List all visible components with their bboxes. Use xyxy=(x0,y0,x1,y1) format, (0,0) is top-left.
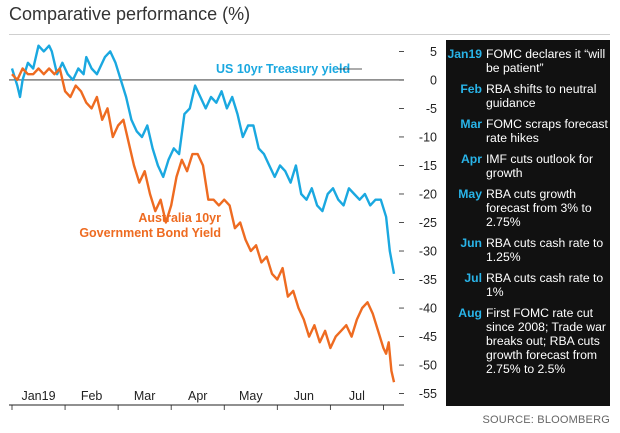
event-text: First FOMC rate cut since 2008; Trade wa… xyxy=(486,306,606,376)
x-tick-label: Mar xyxy=(134,389,156,403)
y-tick-label: -25 xyxy=(419,216,437,230)
title-divider xyxy=(9,34,610,35)
event-month: Apr xyxy=(461,152,482,166)
event-text: FOMC declares it “will be patient” xyxy=(486,47,606,75)
event-month: Jun xyxy=(460,236,482,250)
y-tick-label: -15 xyxy=(419,159,437,173)
event-text: RBA cuts growth forecast from 3% to 2.75… xyxy=(486,187,592,229)
source-note: SOURCE: BLOOMBERG xyxy=(482,414,610,426)
y-tick-label: -35 xyxy=(419,273,437,287)
series-label-us: US 10yr Treasury yield xyxy=(216,62,350,76)
x-tick-label: Jun xyxy=(294,389,314,403)
y-tick-label: -20 xyxy=(419,187,437,201)
y-tick-label: 0 xyxy=(430,73,437,87)
event-month: Jul xyxy=(464,271,482,285)
x-tick-label: Feb xyxy=(81,389,103,403)
y-tick-label: 5 xyxy=(430,45,437,59)
y-tick-label: -40 xyxy=(419,302,437,316)
y-tick-label: -50 xyxy=(419,359,437,373)
series-line-au-10yr xyxy=(11,67,396,383)
event-text: RBA cuts cash rate to 1% xyxy=(486,271,604,299)
x-tick-label: May xyxy=(239,389,263,403)
event-text: IMF cuts outlook for growth xyxy=(486,152,594,180)
plot-area xyxy=(9,40,404,405)
event-month: Mar xyxy=(460,117,482,131)
x-tick-label: Apr xyxy=(188,389,207,403)
event-text: RBA cuts cash rate to 1.25% xyxy=(486,236,604,264)
y-tick-label: -5 xyxy=(426,102,437,116)
y-tick-label: -30 xyxy=(419,245,437,259)
y-tick-label: -10 xyxy=(419,130,437,144)
x-tick-label: Jul xyxy=(349,389,365,403)
event-month: Jan19 xyxy=(447,47,482,61)
event-text: FOMC scraps forecast rate hikes xyxy=(486,117,608,145)
series-line-us-10yr xyxy=(10,44,396,275)
y-tick-label: -45 xyxy=(419,330,437,344)
chart-title: Comparative performance (%) xyxy=(9,4,251,24)
y-tick-label: -55 xyxy=(419,387,437,401)
x-tick-label: Jan19 xyxy=(21,389,55,403)
event-month: Feb xyxy=(460,82,482,96)
event-month: May xyxy=(458,187,482,201)
series-label-au: Australia 10yr xyxy=(138,211,221,225)
event-month: Aug xyxy=(458,306,482,320)
events-panel: Jan19 FOMC declares it “will be patient”… xyxy=(446,40,610,406)
event-text: RBA shifts to neutral guidance xyxy=(486,82,597,110)
series-label-au: Government Bond Yield xyxy=(79,226,221,240)
